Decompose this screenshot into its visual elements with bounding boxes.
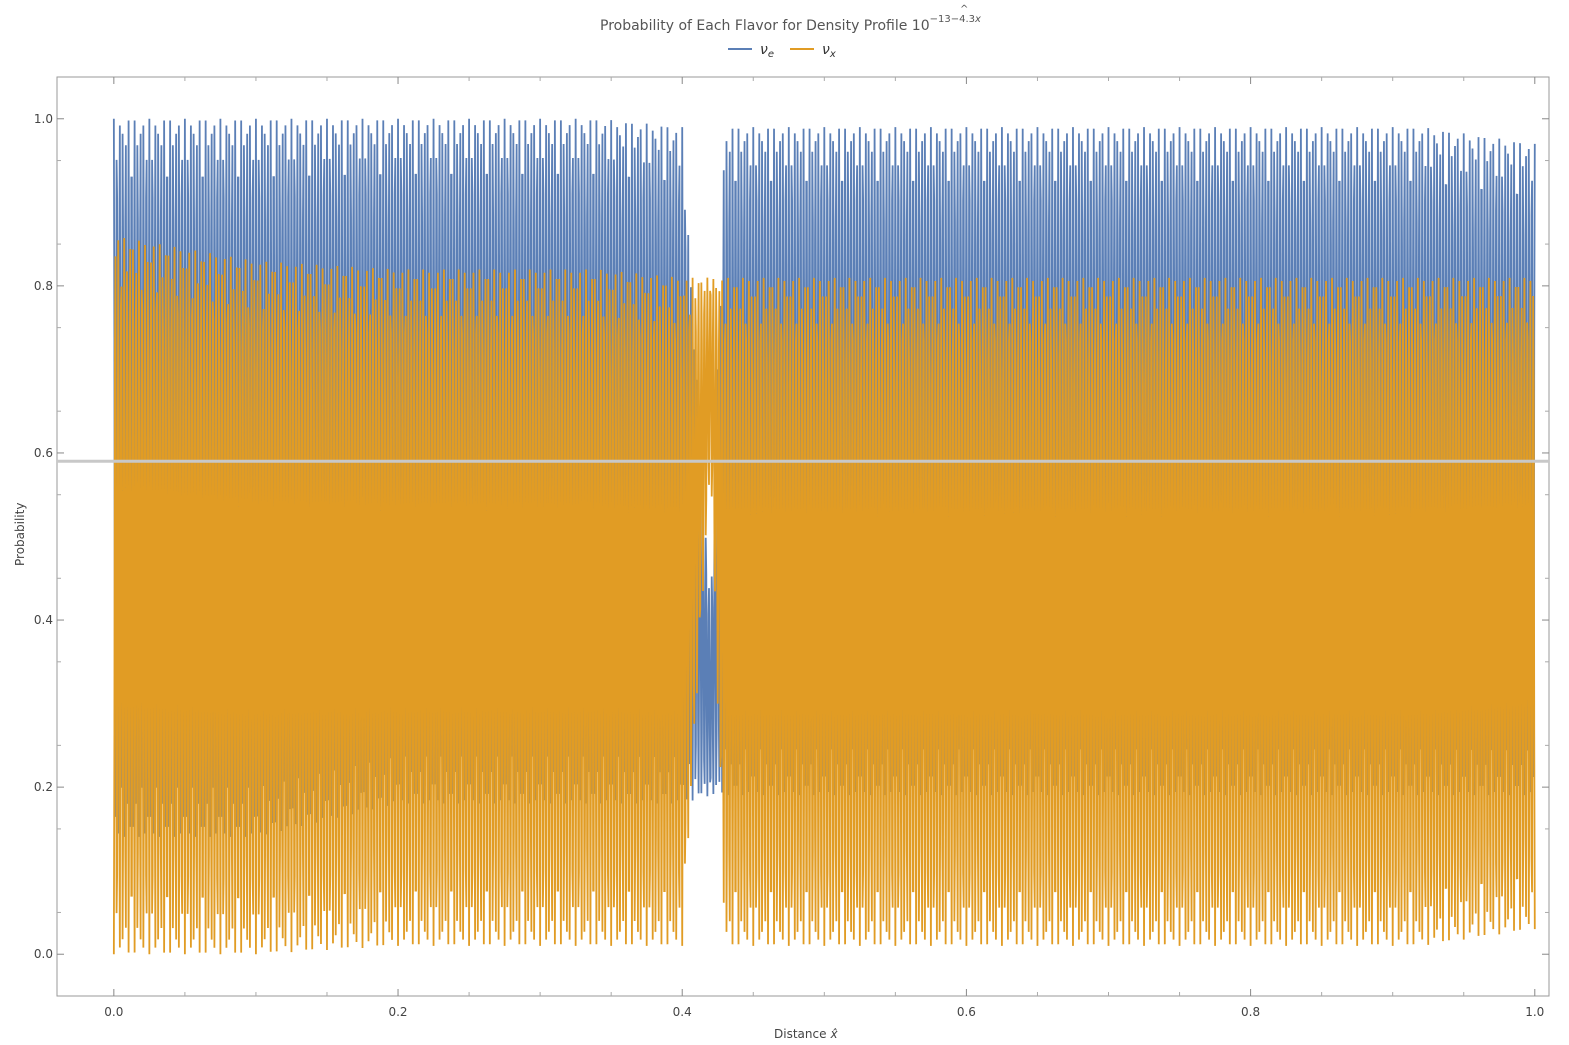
x-tick-label: 0.0 xyxy=(104,1005,123,1019)
x-tick-label: 0.6 xyxy=(957,1005,976,1019)
chart-title-text: Probability of Each Flavor for Density P… xyxy=(600,18,930,34)
y-tick-label: 0.6 xyxy=(34,446,53,460)
x-tick-label: 0.8 xyxy=(1241,1005,1260,1019)
series-layer xyxy=(112,118,1536,955)
y-tick-label: 0.0 xyxy=(34,947,53,961)
x-axis-label-text: Distance xyxy=(774,1027,826,1041)
chart-title-exponent: −13−4.3 xyxy=(930,14,975,25)
chart-title: Probability of Each Flavor for Density P… xyxy=(600,14,981,34)
series-line-nu-e xyxy=(112,118,1536,837)
x-axis-label: Distance x̂ xyxy=(774,1027,838,1041)
legend-label-nu-x-sub: x xyxy=(829,49,836,60)
legend-label-nu-e-sub: e xyxy=(768,49,774,60)
legend-label-nu-e-name: ν xyxy=(760,42,768,58)
legend-label-nu-e: νe xyxy=(760,42,774,60)
ticks-layer: 0.0 0.2 0.4 0.6 0.8 1.0 0.0 0.2 0.4 0.6 0.8 1.0 xyxy=(34,77,1549,1019)
y-tick-label: 0.8 xyxy=(34,279,53,293)
x-tick-label: 1.0 xyxy=(1525,1005,1544,1019)
y-tick-label: 0.2 xyxy=(34,780,53,794)
legend-label-nu-x: νx xyxy=(822,42,836,60)
x-tick-label: 0.4 xyxy=(673,1005,692,1019)
legend-label-nu-x-name: ν xyxy=(822,42,830,58)
x-axis-label-var: x̂ xyxy=(829,1027,838,1041)
series-line-nu-x xyxy=(112,237,1536,955)
chart-title-hat: ^ xyxy=(960,4,968,15)
y-axis-label: Probability xyxy=(13,503,27,566)
plot-frame xyxy=(56,76,1550,997)
chart-title-exponent-var: x xyxy=(974,14,981,25)
x-tick-label: 0.2 xyxy=(388,1005,407,1019)
y-tick-label: 1.0 xyxy=(34,112,53,126)
y-tick-label: 0.4 xyxy=(34,613,53,627)
legend: νe νx xyxy=(728,42,836,60)
